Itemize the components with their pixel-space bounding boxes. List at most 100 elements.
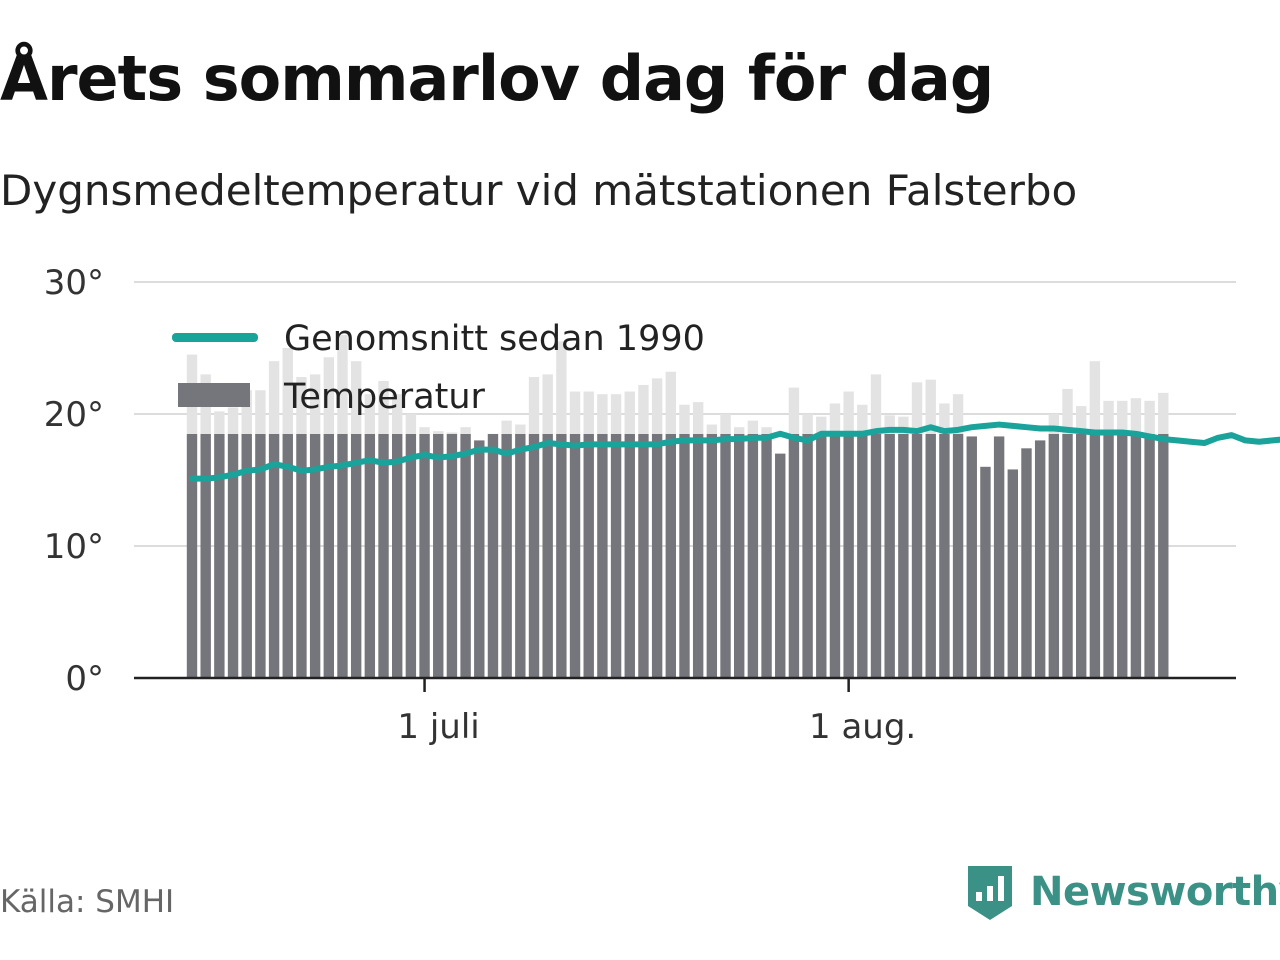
- temperature-bar: [857, 434, 868, 678]
- temperature-bar: [323, 434, 334, 678]
- temperature-bar: [378, 434, 389, 678]
- temperature-bar-faded: [898, 416, 909, 434]
- temperature-bar-faded: [323, 357, 334, 434]
- temperature-bar: [1144, 434, 1155, 678]
- temperature-bar: [501, 434, 512, 678]
- temperature-bar-faded: [515, 424, 526, 434]
- average-line-group: [189, 421, 1280, 482]
- temperature-bar-faded: [884, 415, 895, 434]
- temperature-bar: [1103, 434, 1114, 678]
- temperature-bar: [747, 434, 759, 678]
- temperature-bar: [734, 434, 745, 678]
- temperature-bar-faded: [816, 416, 827, 434]
- temperature-bar: [364, 434, 376, 678]
- temperature-bar: [200, 434, 211, 678]
- temperature-bar-faded: [870, 374, 882, 434]
- temperature-bar-faded: [610, 394, 622, 434]
- temperature-bar: [651, 434, 663, 678]
- temperature-bar-faded: [624, 391, 635, 434]
- temperature-bar-faded: [1130, 398, 1142, 434]
- y-tick-label: 20°: [44, 395, 104, 435]
- temperature-bar: [679, 434, 690, 678]
- temperature-bar-faded: [734, 427, 745, 434]
- temperature-bar: [720, 434, 731, 678]
- legend-bar-swatch: [178, 383, 250, 407]
- temperature-bar: [1048, 434, 1060, 678]
- legend-line-swatch: [172, 333, 258, 342]
- temperature-bar-faded: [1048, 414, 1060, 434]
- temperature-bar-faded: [665, 371, 676, 434]
- temperature-bar: [1034, 440, 1046, 678]
- temperature-bar-faded: [542, 374, 553, 434]
- temperature-bar: [487, 434, 499, 678]
- temperature-bar: [583, 434, 594, 678]
- temperature-bar: [802, 434, 813, 678]
- temperature-bar: [419, 434, 430, 678]
- temperature-bar: [241, 434, 252, 678]
- temperature-bar-faded: [296, 377, 307, 434]
- temperature-bar-faded: [1158, 392, 1169, 434]
- x-tick-label: 1 aug.: [809, 707, 916, 747]
- temperature-bar: [474, 440, 485, 678]
- temperature-bar-faded: [282, 348, 293, 434]
- temperature-bar-faded: [501, 420, 512, 434]
- temperature-bar-faded: [569, 391, 581, 434]
- temperature-bar: [884, 434, 895, 678]
- temperature-bar: [186, 434, 198, 678]
- temperature-bar: [350, 434, 362, 678]
- temperature-bar: [227, 434, 239, 678]
- temperature-bar: [1062, 434, 1073, 678]
- temperature-bar: [392, 434, 403, 678]
- temperature-bar: [911, 434, 923, 678]
- temperature-bar-faded: [1062, 388, 1073, 434]
- temperature-bar-faded: [597, 394, 608, 434]
- temperature-bar-faded: [651, 378, 663, 434]
- temperature-bar: [638, 434, 649, 678]
- temperature-bar-faded: [405, 414, 417, 434]
- temperature-bar-faded: [556, 341, 567, 434]
- temperature-bar-faded: [583, 391, 594, 434]
- temperature-bar: [939, 434, 950, 678]
- temperature-bar: [1117, 434, 1128, 678]
- legend-label: Genomsnitt sedan 1990: [284, 319, 705, 359]
- temperature-bar: [433, 434, 444, 678]
- y-tick-label: 30°: [44, 263, 104, 303]
- temperature-bar-faded: [268, 361, 280, 434]
- temperature-bar-faded: [679, 404, 690, 434]
- average-line: [189, 421, 1280, 482]
- brand-name: Newsworthy: [1030, 869, 1280, 915]
- y-tick-label: 10°: [44, 527, 104, 567]
- temperature-bars: [186, 334, 1169, 678]
- temperature-bar-faded: [788, 387, 800, 434]
- temperature-bar: [610, 434, 622, 678]
- temperature-bar-faded: [446, 432, 458, 434]
- temperature-bar-faded: [952, 394, 964, 434]
- temperature-bar: [556, 434, 567, 678]
- temperature-bar-faded: [939, 403, 950, 434]
- y-axis-labels: 0° 10° 20° 30°: [44, 263, 104, 699]
- temperature-bar: [337, 434, 348, 678]
- temperature-bar: [624, 434, 635, 678]
- temperature-bar: [569, 434, 581, 678]
- temperature-bar-faded: [419, 427, 430, 434]
- temperature-bar: [1158, 434, 1169, 678]
- temperature-bar-faded: [309, 374, 321, 434]
- temperature-chart: 0° 10° 20° 30° 1 juli 1 aug. Genomsnitt seda…: [44, 263, 1280, 747]
- temperature-bar: [255, 434, 266, 678]
- temperature-bar-faded: [747, 420, 759, 434]
- source-note: Källa: SMHI: [0, 884, 175, 920]
- temperature-bar-faded: [638, 384, 649, 434]
- chart-title: Årets sommarlov dag för dag: [0, 42, 994, 115]
- temperature-bar: [692, 434, 704, 678]
- temperature-bar-faded: [433, 431, 444, 434]
- temperature-bar: [870, 434, 882, 678]
- legend-label: Temperatur: [283, 377, 486, 417]
- temperature-bar: [775, 453, 786, 678]
- temperature-bar: [966, 436, 977, 678]
- temperature-bar: [309, 434, 321, 678]
- temperature-bar: [980, 466, 991, 678]
- temperature-bar-faded: [1117, 400, 1128, 434]
- temperature-bar: [282, 434, 293, 678]
- temperature-bar-faded: [692, 402, 704, 434]
- temperature-bar: [405, 434, 417, 678]
